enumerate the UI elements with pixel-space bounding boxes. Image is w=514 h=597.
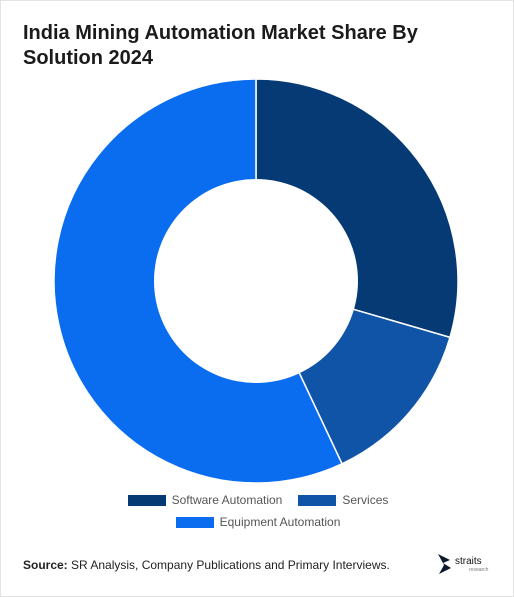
legend-label: Equipment Automation xyxy=(219,515,341,529)
legend-swatch xyxy=(175,516,214,528)
chart-title: India Mining Automation Market Share By … xyxy=(23,22,418,69)
logo-sub: research xyxy=(469,567,489,573)
legend-item-software-automation[interactable]: Software Automation xyxy=(127,493,283,507)
legend-item-equipment-automation[interactable]: Equipment Automation xyxy=(175,515,341,529)
logo-name: straits xyxy=(455,556,482,567)
legend-item-services[interactable]: Services xyxy=(298,493,388,507)
donut-chart xyxy=(53,78,459,484)
legend-label: Software Automation xyxy=(171,493,283,507)
source-label: Source: xyxy=(23,558,68,572)
legend: Software Automation Services Equipment A… xyxy=(1,493,514,537)
source-note: Source: SR Analysis, Company Publication… xyxy=(23,558,390,572)
legend-swatch xyxy=(298,494,337,506)
legend-label: Services xyxy=(342,493,389,507)
legend-swatch xyxy=(127,494,166,506)
straits-logo-icon: straits research xyxy=(438,554,489,574)
donut-hole xyxy=(154,179,358,383)
logo-mark xyxy=(438,554,451,574)
source-text: SR Analysis, Company Publications and Pr… xyxy=(67,558,390,572)
